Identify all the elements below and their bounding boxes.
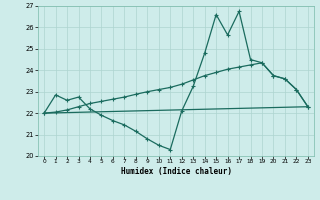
X-axis label: Humidex (Indice chaleur): Humidex (Indice chaleur): [121, 167, 231, 176]
